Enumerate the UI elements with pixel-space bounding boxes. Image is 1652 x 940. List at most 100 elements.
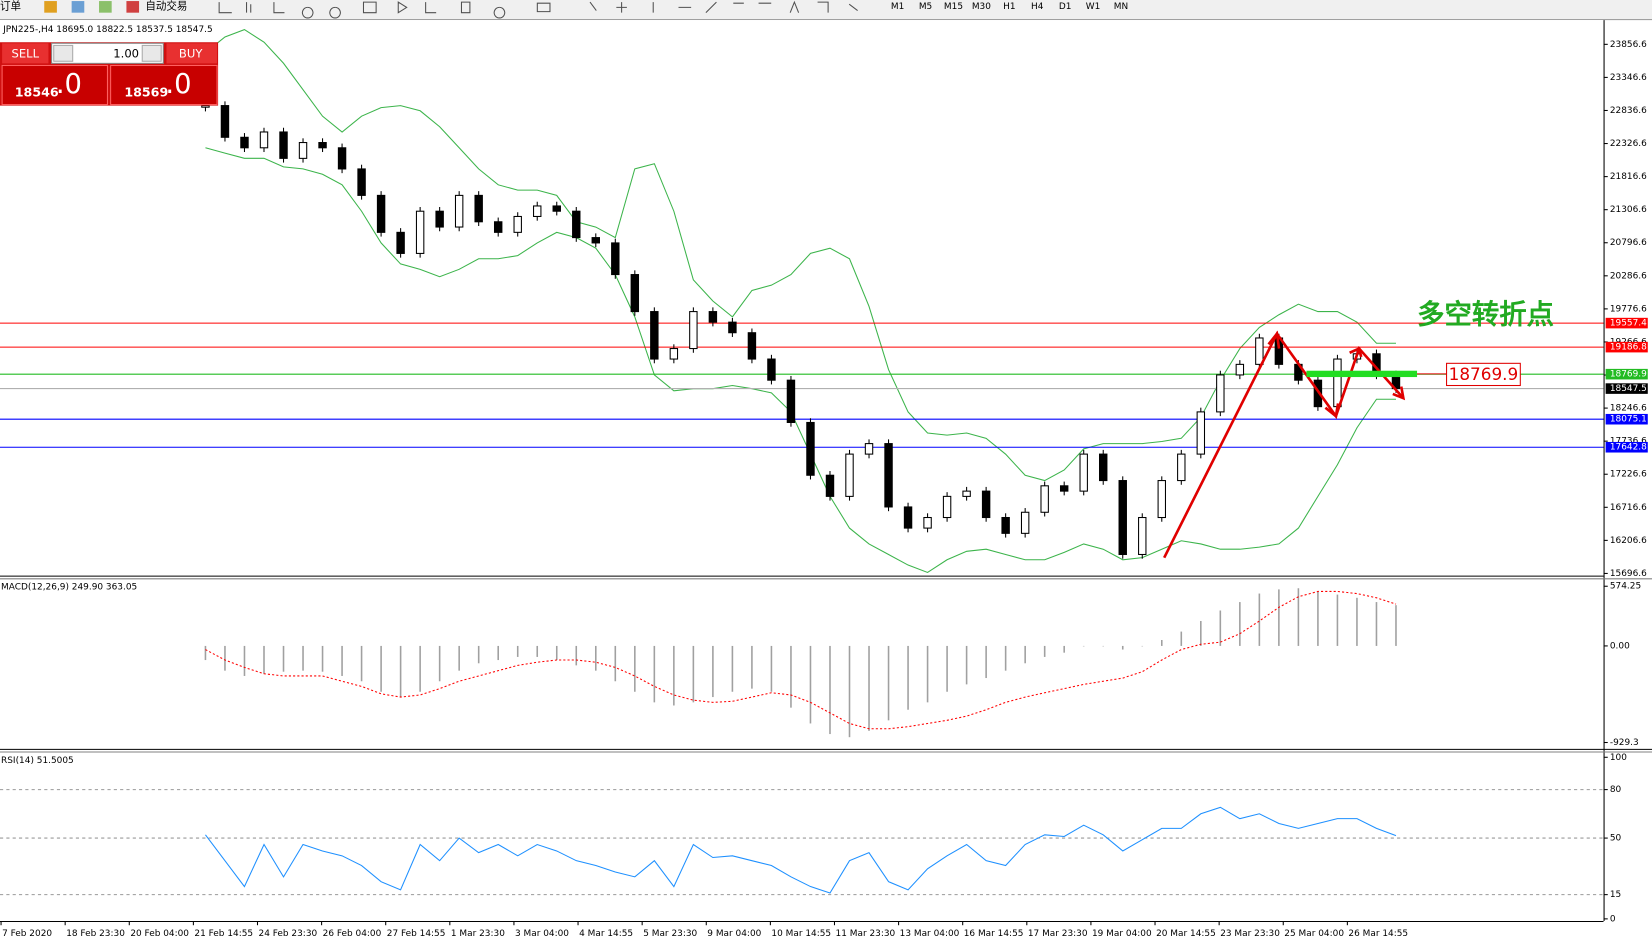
chart-title: JPN225-,H4 18695.0 18822.5 18537.5 18547… <box>2 25 213 35</box>
x-tick-label: 26 Mar 14:55 <box>1348 929 1408 939</box>
x-tick-label: 5 Mar 23:30 <box>643 929 697 939</box>
y-tick-label: 50 <box>1610 834 1622 844</box>
lots-value[interactable]: 1.00 <box>113 46 139 60</box>
level-label: 19186.8 <box>1610 343 1647 353</box>
candle <box>337 147 347 170</box>
y-tick-label: 0.00 <box>1610 641 1630 651</box>
lots-up[interactable] <box>141 44 162 62</box>
sell-price[interactable]: 18546 <box>15 84 59 99</box>
candle <box>689 311 698 350</box>
timeframe-button[interactable]: M15 <box>944 2 963 12</box>
x-tick-label: 24 Feb 23:30 <box>259 929 318 939</box>
sell-label[interactable]: SELL <box>11 46 39 60</box>
level-label: 18075.1 <box>1610 415 1647 425</box>
candle <box>903 506 913 529</box>
x-tick-label: 18 Feb 23:30 <box>66 929 125 939</box>
y-tick-label: 16716.6 <box>1610 503 1647 513</box>
x-tick-label: 23 Mar 23:30 <box>1220 929 1280 939</box>
candle <box>435 210 444 228</box>
candle <box>923 516 932 529</box>
rsi-line <box>205 806 1397 894</box>
x-tick-label: 13 Mar 04:00 <box>900 929 960 939</box>
x-tick-label: 10 Mar 14:55 <box>771 929 831 939</box>
y-tick-label: 17226.6 <box>1610 470 1647 480</box>
sell-button[interactable] <box>2 43 49 64</box>
x-tick-label: 17 Mar 23:30 <box>1028 929 1088 939</box>
x-tick-label: 21 Feb 14:55 <box>194 929 253 939</box>
y-tick-label: -929.3 <box>1610 738 1639 748</box>
candle <box>533 205 542 217</box>
candle <box>1001 516 1010 534</box>
y-tick-label: 18246.6 <box>1610 404 1647 414</box>
candle <box>357 168 366 196</box>
level-tag <box>1605 383 1648 394</box>
candle <box>474 194 483 223</box>
x-tick-label: 25 Mar 04:00 <box>1284 929 1344 939</box>
y-tick-label: 0 <box>1610 914 1616 924</box>
timeframe-button[interactable]: M5 <box>919 2 932 12</box>
candle <box>650 311 659 360</box>
candle <box>396 231 405 254</box>
rsi-title: RSI(14) 51.5005 <box>1 756 74 766</box>
timeframe-button[interactable]: MN <box>1114 2 1128 12</box>
candle <box>298 142 308 159</box>
icon[interactable] <box>44 1 57 13</box>
x-tick-label: 19 Mar 04:00 <box>1092 929 1152 939</box>
timeframe-button[interactable]: W1 <box>1086 2 1101 12</box>
candle <box>1059 485 1069 492</box>
candle <box>1118 480 1127 556</box>
buy-quote[interactable] <box>110 64 218 106</box>
buy-price-fraction[interactable]: .0 <box>165 69 191 100</box>
bollinger-lower <box>205 147 1396 574</box>
x-tick-label: 20 Mar 14:55 <box>1156 929 1216 939</box>
tool-icons <box>218 0 858 19</box>
sell-quote[interactable] <box>1 64 108 106</box>
candle <box>1020 511 1030 534</box>
timeframe-button[interactable]: M30 <box>972 2 991 12</box>
y-tick-label: 16206.6 <box>1610 536 1647 546</box>
plot-layer: 7 Feb 2020 18 Feb 23:30 20 Feb 04:00 21 Feb… <box>0 28 1648 939</box>
y-tick-label: 19776.6 <box>1610 304 1647 314</box>
sell-price-fraction[interactable]: .0 <box>56 69 82 100</box>
timeframe-button[interactable]: D1 <box>1059 2 1072 12</box>
candle <box>825 474 835 497</box>
candle <box>220 105 230 138</box>
candle <box>962 490 971 497</box>
x-tick-label: 4 Mar 14:55 <box>579 929 633 939</box>
level-tag <box>1605 413 1648 425</box>
icon[interactable] <box>71 1 85 13</box>
timeframe-button[interactable]: M1 <box>891 2 904 12</box>
x-tick-label: 11 Mar 23:30 <box>836 929 896 939</box>
chart-area <box>0 20 1604 921</box>
y-tick-label: 21306.6 <box>1610 205 1647 215</box>
y-tick-label: 15 <box>1610 890 1621 900</box>
new-order-button[interactable]: 新订单 <box>0 0 21 12</box>
candle <box>1333 358 1342 408</box>
candle <box>728 321 737 334</box>
lots-input[interactable] <box>51 42 164 64</box>
x-tick-label: 16 Mar 14:55 <box>964 929 1024 939</box>
buy-label[interactable]: BUY <box>179 46 203 60</box>
timeframe-button[interactable]: H1 <box>1003 2 1015 12</box>
candle <box>611 242 620 276</box>
level-label: 18769.9 <box>1610 370 1647 380</box>
level-tag <box>1605 317 1648 329</box>
auto-trading-button[interactable]: 自动交易 <box>145 0 187 12</box>
candle <box>786 379 796 423</box>
candle <box>1255 337 1264 365</box>
auto-trading-icon[interactable] <box>126 1 140 13</box>
annotation-price: 18769.9 <box>1449 364 1519 384</box>
y-tick-label: 17736.6 <box>1610 437 1647 447</box>
buy-price[interactable]: 18569 <box>124 84 168 99</box>
level-tag <box>1605 341 1648 353</box>
timeframe-button[interactable]: H4 <box>1031 2 1044 12</box>
macd-title: MACD(12,26,9) 249.90 363.05 <box>1 583 137 593</box>
candle <box>376 194 386 233</box>
lots-down[interactable] <box>53 44 74 62</box>
level-tag <box>1605 441 1648 453</box>
icon[interactable] <box>99 1 112 13</box>
buy-button[interactable] <box>166 43 218 64</box>
x-tick-label: 7 Feb 2020 <box>2 929 52 939</box>
candle <box>572 210 581 239</box>
